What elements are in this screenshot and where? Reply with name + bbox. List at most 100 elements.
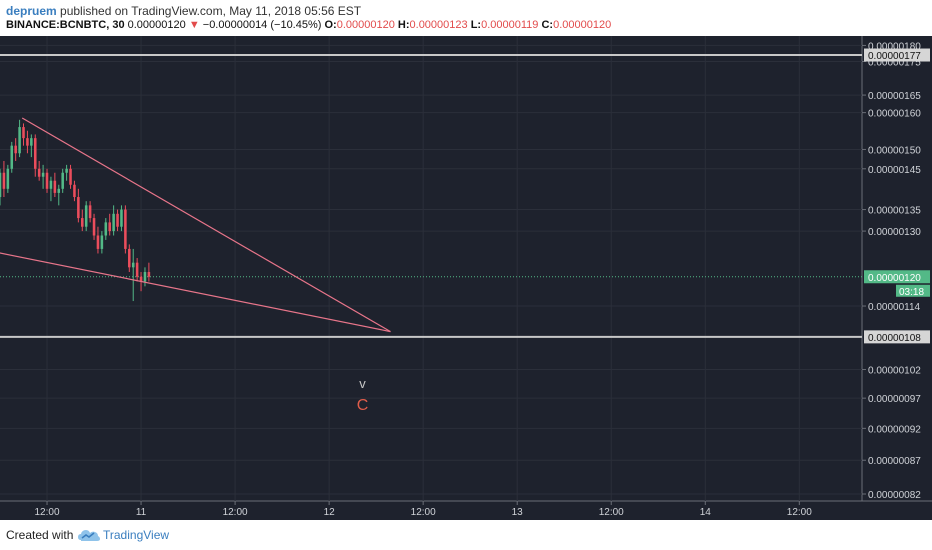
candle-body [124,209,127,249]
hline-price-label: 0.00000177 [868,51,921,62]
candle-body [26,138,29,146]
candle-body [61,172,64,189]
tradingview-brand-link[interactable]: TradingView [103,528,170,542]
time-label: 12:00 [599,507,624,518]
price-label: 0.00000175 [868,58,921,69]
price-label: 0.00000150 [868,145,921,156]
price-label: 0.00000114 [868,302,921,313]
down-arrow-icon: ▼ [188,19,200,31]
price-label: 0.00000087 [868,456,921,467]
published-text: published on TradingView.com, May 11, 20… [60,4,362,18]
trendline [0,252,391,333]
candle-body [14,145,17,154]
tradingview-cloud-icon[interactable] [77,526,101,544]
candle-body [131,262,135,268]
close-value: 0.00000120 [553,19,612,31]
candle-body [88,205,92,219]
chart-area[interactable]: v C 0.00000180 0.00000175 0.00000165 0.0000… [0,36,932,520]
current-price-label: 0.00000120 [868,273,921,284]
price-label: 0.00000160 [868,109,921,120]
time-label: 12:00 [411,507,436,518]
candle-body [22,127,25,139]
candle-body [10,145,14,169]
chart-header: depruem published on TradingView.com, Ma… [0,0,932,36]
price-label: 0.00000130 [868,227,921,238]
candle-body [143,272,147,282]
candles [0,119,151,302]
price-label: 0.00000097 [868,394,921,405]
grid-lines [0,36,862,501]
candle-body [6,168,10,189]
candle-body [135,262,139,277]
price-change: −0.00000014 (−10.45%) [202,19,322,31]
countdown-label: 03:18 [899,287,924,298]
candle-body [53,180,57,193]
wave-arrow-glyph: v [359,376,366,391]
candle-body [92,218,96,236]
low-label: L: [470,19,482,31]
time-label: 14 [700,507,712,518]
hline-price-badge [864,48,930,62]
candle-body [45,172,49,189]
hline-price-label: 0.00000108 [868,333,921,344]
footer: Created with TradingView [0,520,932,550]
candle-body [120,209,123,227]
publisher-link[interactable]: depruem [6,4,57,18]
candle-body [33,138,37,169]
candle-body [112,213,115,232]
price-chart[interactable]: v C 0.000001800.000001750.000001650.0000… [0,36,932,520]
candle-body [100,235,104,249]
price-label: 0.00000102 [868,365,921,376]
candle-body [37,168,41,177]
current-price-badge [864,270,930,284]
price-label: 0.00000082 [868,490,921,501]
candle-body [2,172,6,189]
price-label: 0.00000145 [868,165,921,176]
time-label: 11 [136,507,147,518]
created-with-text: Created with [6,528,74,542]
hline-price-badge [864,330,930,344]
candle-body [73,184,76,198]
candle-body [116,213,119,227]
candle-body [57,188,61,193]
candle-body [104,222,108,236]
open-label: O: [324,19,337,31]
wave-annotation[interactable]: v C [357,376,369,414]
time-label: 13 [512,507,524,518]
close-label: C: [541,19,554,31]
candle-body [128,248,131,268]
high-value: 0.00000123 [409,19,468,31]
open-value: 0.00000120 [336,19,395,31]
candle-body [49,180,53,189]
candle-body [41,172,45,177]
candle-body [139,276,143,282]
time-axis[interactable]: 12:00 11 12:00 12 12:00 13 12:00 14 12:00 [35,501,813,518]
price-label: 0.00000180 [868,41,921,52]
candle-body [69,168,72,185]
candle-body [96,235,100,249]
last-price: 0.00000120 [127,19,186,31]
candle-body [84,205,88,227]
time-label: 12:00 [787,507,812,518]
symbol-name[interactable]: BINANCE:BCNBTC, 30 [6,19,125,31]
trendlines[interactable] [0,117,391,333]
price-label: 0.00000092 [868,424,921,435]
candle-body [0,172,2,198]
publish-line: depruem published on TradingView.com, Ma… [6,4,361,18]
price-label: 0.00000135 [868,206,921,217]
candle-body [108,222,111,232]
price-label: 0.00000165 [868,91,921,102]
candle-body [81,218,84,227]
candle-body [18,127,21,154]
time-label: 12:00 [35,507,60,518]
plot-background [0,36,862,520]
price-axis[interactable]: 0.00000180 0.00000175 0.00000165 0.00000160… [862,41,930,501]
trendline [21,117,391,333]
time-label: 12:00 [223,507,248,518]
symbol-line: BINANCE:BCNBTC, 30 0.00000120 ▼ −0.00000… [6,19,611,31]
candle-body [77,197,80,219]
wave-label: C [357,397,369,414]
horizontal-lines[interactable] [0,54,862,338]
countdown-badge [896,284,930,297]
low-value: 0.00000119 [481,19,539,31]
